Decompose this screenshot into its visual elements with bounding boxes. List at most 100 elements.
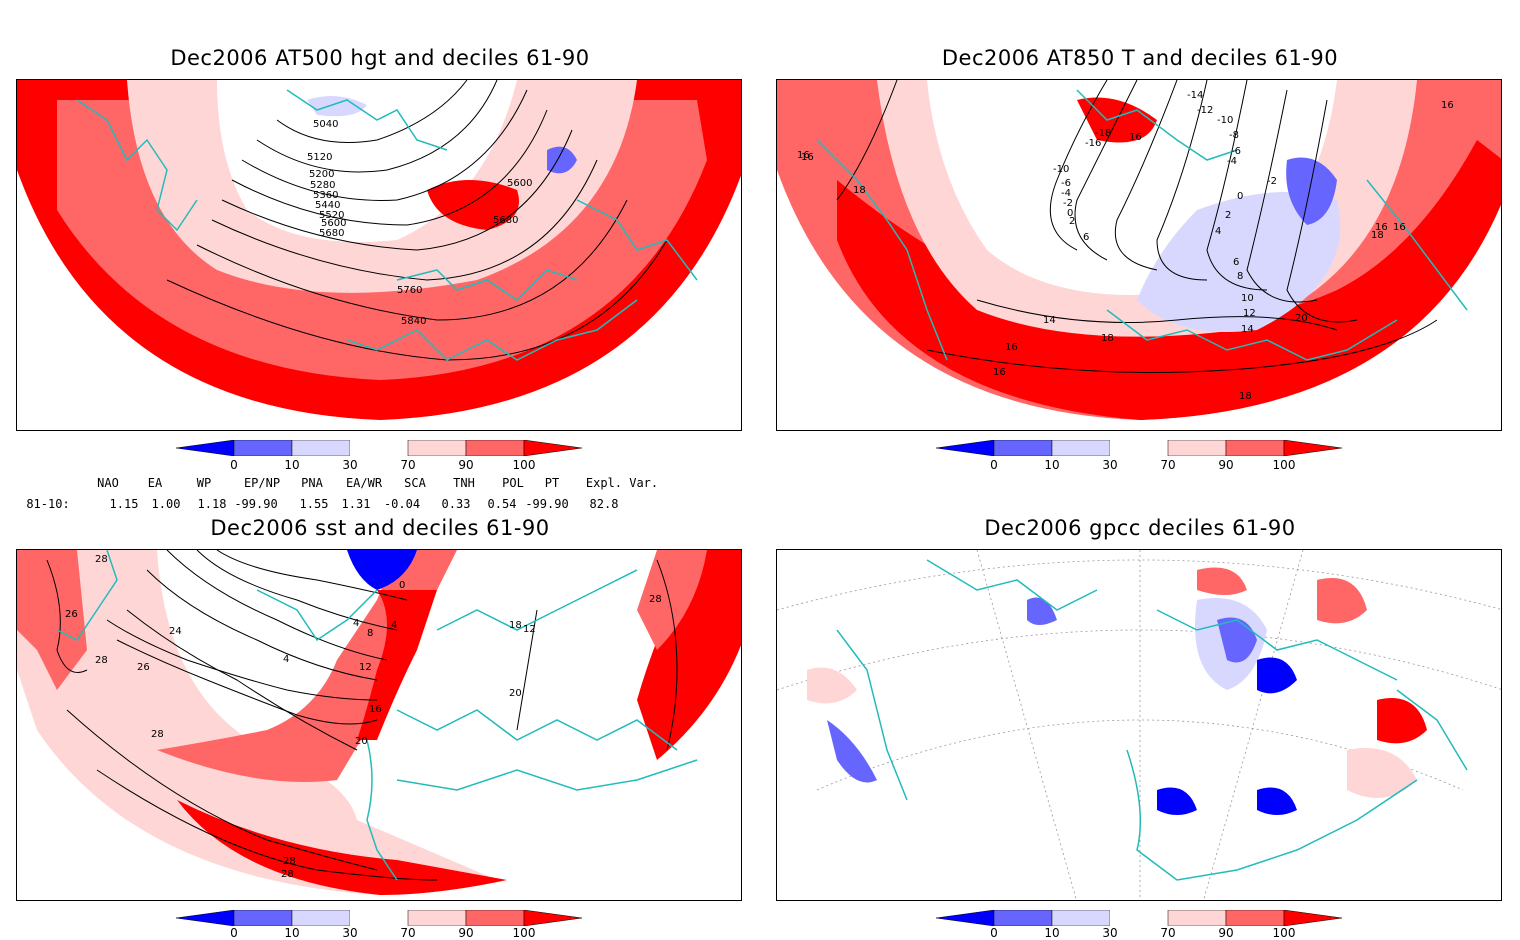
contour-label: 10 (1241, 293, 1254, 304)
index-value: 0.54 (487, 497, 517, 511)
decile-area-mid (1317, 578, 1367, 624)
index-header: NAO (97, 476, 119, 490)
contour-label: 5440 (315, 200, 340, 211)
map-hgt: 5040 5120 5200 5280 5360 5440 5520 5600 … (16, 79, 742, 431)
contour-label: 2 (1225, 210, 1231, 221)
index-value: 82.8 (589, 497, 619, 511)
contour-label: 5360 (313, 190, 338, 201)
coastlines (56, 550, 698, 881)
contour-label: 5760 (397, 285, 422, 296)
colorbar-tick: 70 (1160, 458, 1176, 472)
contour-label: 18 (1239, 391, 1252, 402)
contour-label: -14 (1187, 90, 1203, 101)
contour-label: -18 (1095, 128, 1111, 139)
decile-area-negative (1217, 617, 1257, 663)
colorbar-tick: 70 (400, 926, 416, 940)
index-value: -99.90 (525, 497, 569, 511)
contour-label: 5120 (307, 152, 332, 163)
contour-label: 5040 (313, 119, 338, 130)
contour-label: 16 (1005, 342, 1018, 353)
index-value: 1.31 (341, 497, 371, 511)
decile-area-strong-negative (1157, 787, 1197, 815)
contour-label: 20 (509, 688, 522, 699)
coastlines (76, 89, 698, 361)
contour-label: 12 (1243, 308, 1256, 319)
map-t850-svg: -14 -12 -10 -8 -6 -4 -2 0 2 4 6 8 10 12 … (777, 80, 1501, 420)
decile-area-negative-light (307, 96, 367, 117)
contour-label: 4 (353, 618, 359, 629)
index-header: SCA (404, 476, 426, 490)
index-header: WP (196, 476, 212, 490)
index-row-label: 81-10: (26, 497, 70, 511)
coastlines (816, 89, 1468, 361)
colorbar-tick: 90 (458, 458, 474, 472)
colorbar-tick: 90 (1218, 926, 1234, 940)
colorbar-hgt: 0 10 30 70 90 100 (176, 440, 596, 474)
colorbar-svg (936, 910, 1343, 926)
contour-label: 16 (1375, 222, 1388, 233)
contour-label: 0 (1237, 191, 1243, 202)
map-gpcc-svg (777, 550, 1501, 900)
contour-label: 5680 (493, 215, 518, 226)
map-sst: 28 26 28 26 24 4 8 12 16 20 28 28 28 0 4… (16, 549, 742, 901)
decile-area-strong-negative (1257, 787, 1297, 815)
colorbar-svg (936, 440, 1343, 456)
decile-area-light (17, 550, 497, 895)
colorbar-tick: 30 (342, 458, 358, 472)
contour-label: 8 (367, 628, 373, 639)
contour-label: 16 (993, 367, 1006, 378)
decile-area-high-shelf (357, 590, 437, 740)
contour-label: 28 (95, 554, 108, 565)
colorbar-sst: 0 10 30 70 90 100 (176, 910, 596, 940)
contour-label: 24 (169, 626, 182, 637)
index-header: PT (544, 476, 560, 490)
contour-label: 16 (1441, 100, 1454, 111)
contour-label: -4 (1061, 188, 1071, 199)
index-value-row: 81-10: 1.15 1.00 1.18 -99.90 1.55 1.31 -… (0, 497, 700, 513)
colorbar-tick: 0 (230, 458, 238, 472)
colorbar-tick: 0 (990, 458, 998, 472)
contour-label: 18 (1101, 333, 1114, 344)
colorbar-tick: 10 (1044, 458, 1060, 472)
contour-label: -2 (1267, 176, 1277, 187)
colorbar-svg (176, 910, 583, 926)
contour-label: 5200 (309, 169, 334, 180)
graticule (777, 550, 1501, 900)
contour-label: -10 (1053, 164, 1069, 175)
colorbar-t850: 0 10 30 70 90 100 (936, 440, 1356, 474)
decile-area-mid (1197, 567, 1247, 595)
index-header: EP/NP (243, 476, 281, 490)
contour-label: 6 (1083, 232, 1089, 243)
panel-title-t850: Dec2006 AT850 T and deciles 61-90 (941, 46, 1339, 70)
colorbar-tick: 0 (230, 926, 238, 940)
decile-area-light (807, 667, 857, 704)
contour-label: 0 (1067, 208, 1073, 219)
index-header: TNH (453, 476, 475, 490)
contour-label: 26 (65, 609, 78, 620)
decile-area-strong-negative (1257, 657, 1297, 694)
contour-label: -4 (1227, 156, 1237, 167)
contour-label: -6 (1231, 146, 1241, 157)
precip-decile-patches (807, 567, 1427, 815)
contour-label: 16 (797, 150, 810, 161)
index-value: -0.04 (383, 497, 421, 511)
index-value: -99.90 (234, 497, 278, 511)
index-value: 1.18 (197, 497, 227, 511)
height-contours (166, 80, 668, 361)
contour-label: -16 (1085, 138, 1101, 149)
contour-label: 16 (1393, 222, 1406, 233)
contour-label: -2 (1063, 198, 1073, 209)
map-sst-svg: 28 26 28 26 24 4 8 12 16 20 28 28 28 0 4… (17, 550, 741, 895)
contour-label: 4 (391, 620, 397, 631)
panel-title-sst: Dec2006 sst and deciles 61-90 (210, 516, 550, 540)
contour-label: 8 (1237, 271, 1243, 282)
contour-label: 26 (137, 662, 150, 673)
contour-label: 12 (523, 624, 536, 635)
colorbar-gpcc: 0 10 30 70 90 100 (936, 910, 1356, 940)
decile-area-light (1347, 748, 1417, 798)
panel-title-hgt: Dec2006 AT500 hgt and deciles 61-90 (170, 46, 590, 70)
contour-label: 28 (151, 729, 164, 740)
index-header: EA (147, 476, 163, 490)
map-gpcc (776, 549, 1502, 901)
coastlines (836, 559, 1468, 881)
